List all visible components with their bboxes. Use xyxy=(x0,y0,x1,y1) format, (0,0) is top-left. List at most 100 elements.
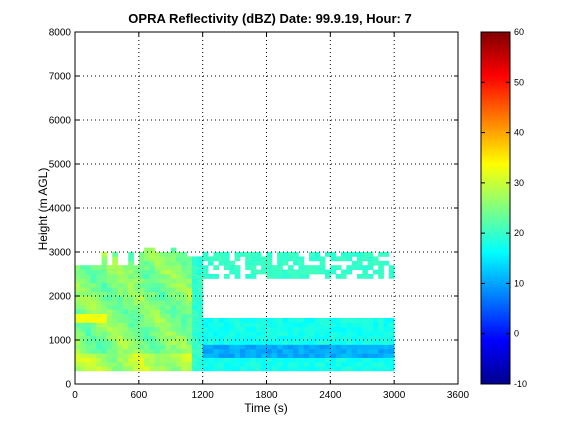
heatmap-cell xyxy=(149,278,156,284)
heatmap-cell xyxy=(255,340,262,345)
x-tick-label: 1800 xyxy=(255,390,278,401)
heatmap-cell xyxy=(149,313,156,319)
heatmap-cell xyxy=(192,366,198,372)
heatmap-cell xyxy=(80,326,87,332)
heatmap-cell xyxy=(101,274,108,279)
heatmap-cell xyxy=(250,331,257,336)
x-tick-label: 0 xyxy=(72,390,78,401)
heatmap-cell xyxy=(213,256,220,262)
heatmap-cell xyxy=(117,291,124,297)
heatmap-cell xyxy=(112,326,118,332)
heatmap-cell xyxy=(165,335,172,341)
heatmap-cell xyxy=(378,362,384,367)
heatmap-cell xyxy=(128,322,134,328)
heatmap-cell xyxy=(325,331,331,336)
heatmap-cell xyxy=(170,366,177,372)
heatmap-cell xyxy=(154,252,161,257)
heatmap-cell xyxy=(75,300,81,306)
heatmap-cell xyxy=(181,344,188,350)
heatmap-cell xyxy=(197,344,204,350)
heatmap-cell xyxy=(154,269,161,275)
heatmap-cell xyxy=(149,357,156,363)
heatmap-cell xyxy=(309,326,315,332)
heatmap-cell xyxy=(197,340,204,345)
heatmap-cell xyxy=(160,287,166,292)
heatmap-cell xyxy=(176,335,182,341)
heatmap-cell xyxy=(261,335,267,341)
heatmap-cell xyxy=(383,348,390,354)
heatmap-cell xyxy=(144,274,150,279)
heatmap-cell xyxy=(112,278,118,284)
heatmap-cell xyxy=(277,362,283,367)
heatmap-cell xyxy=(101,296,108,301)
heatmap-cell xyxy=(176,348,182,354)
colorbar-tick-label: 50 xyxy=(514,77,524,87)
heatmap-cell xyxy=(149,335,156,341)
heatmap-cell xyxy=(207,344,214,350)
heatmap-cell xyxy=(383,340,390,345)
heatmap-cell xyxy=(186,331,193,336)
heatmap-cell xyxy=(176,340,182,345)
heatmap-cell xyxy=(80,296,87,301)
heatmap-cell xyxy=(144,357,150,363)
heatmap-cell xyxy=(170,265,177,270)
heatmap-cell xyxy=(218,340,225,345)
heatmap-cell xyxy=(335,265,342,270)
heatmap-cell xyxy=(170,278,177,284)
heatmap-cell xyxy=(266,256,273,262)
heatmap-cell xyxy=(298,348,305,354)
heatmap-cell xyxy=(85,344,92,350)
heatmap-cell xyxy=(176,265,182,270)
heatmap-cell xyxy=(96,300,102,306)
heatmap-cell xyxy=(309,362,315,367)
heatmap-cell xyxy=(197,309,204,314)
heatmap-cell xyxy=(229,366,235,372)
heatmap-cell xyxy=(133,300,140,306)
heatmap-cell xyxy=(234,331,241,336)
heatmap-cell xyxy=(75,326,81,332)
heatmap-cell xyxy=(133,291,140,297)
heatmap-cell xyxy=(266,362,273,367)
heatmap-cell xyxy=(181,340,188,345)
heatmap-cell xyxy=(117,335,124,341)
heatmap-cell xyxy=(372,269,379,275)
heatmap-cell xyxy=(80,269,87,275)
heatmap-cell xyxy=(165,331,172,336)
heatmap-cell xyxy=(293,256,299,262)
heatmap-cell xyxy=(176,318,182,323)
heatmap-cell xyxy=(197,331,204,336)
heatmap-cell xyxy=(85,296,92,301)
heatmap-cell xyxy=(250,269,257,275)
heatmap-cell xyxy=(245,274,251,279)
heatmap-cell xyxy=(128,256,134,262)
heatmap-cell xyxy=(346,357,353,363)
heatmap-cell xyxy=(181,291,188,297)
heatmap-cell xyxy=(388,326,395,332)
heatmap-cell xyxy=(106,340,113,345)
heatmap-cell xyxy=(80,265,87,270)
heatmap-cell xyxy=(96,362,102,367)
heatmap-cell xyxy=(213,353,220,358)
heatmap-cell xyxy=(202,274,209,279)
heatmap-cell xyxy=(170,344,177,350)
heatmap-cell xyxy=(202,362,209,367)
heatmap-cell xyxy=(96,296,102,301)
heatmap-cell xyxy=(346,265,353,270)
heatmap-cell xyxy=(186,344,193,350)
heatmap-cell xyxy=(165,326,172,332)
heatmap-cell xyxy=(170,309,177,314)
heatmap-cell xyxy=(101,278,108,284)
heatmap-cell xyxy=(170,362,177,367)
x-tick-label: 3600 xyxy=(447,390,470,401)
heatmap-cell xyxy=(319,357,326,363)
heatmap-cell xyxy=(325,348,331,354)
heatmap-cell xyxy=(202,357,209,363)
heatmap-cell xyxy=(335,362,342,367)
heatmap-cell xyxy=(351,331,358,336)
heatmap-cell xyxy=(80,300,87,306)
heatmap-cell xyxy=(309,366,315,372)
heatmap-cell xyxy=(351,340,358,345)
heatmap-cell xyxy=(186,362,193,367)
heatmap-cell xyxy=(197,326,204,332)
heatmap-cell xyxy=(319,344,326,350)
